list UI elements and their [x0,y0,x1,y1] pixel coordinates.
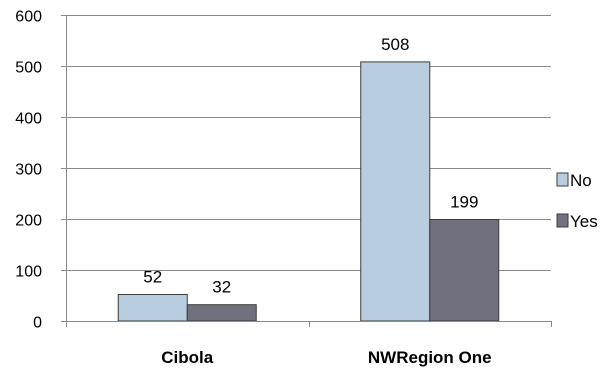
data-label: 32 [212,278,231,297]
legend: No Yes [556,171,598,231]
y-tick-label: 0 [33,315,42,332]
bar-no-cibola [117,293,188,322]
x-tick-label: NWRegion One [368,348,492,367]
y-tick-label: 600 [15,9,42,26]
data-labels: 52 32 508 199 [143,35,478,297]
bar-yes-nwregion-one [429,219,500,322]
y-tick-label: 200 [15,213,42,230]
y-tick-label: 400 [15,111,42,128]
y-tick-label: 500 [15,60,42,77]
legend-swatch-no [556,172,569,187]
bar-no-nwregion-one [360,61,431,322]
data-label: 508 [381,35,409,54]
data-label: 199 [450,193,478,212]
legend-label-no: No [570,171,592,190]
x-tick-label: Cibola [161,348,213,367]
axes: 0 100 200 300 400 500 600 Cibola NWRegion One [15,9,552,367]
bars [117,61,500,322]
y-tick-label: 100 [15,264,42,281]
legend-swatch-yes [556,213,569,228]
y-tick-label: 300 [15,162,42,179]
data-label: 52 [143,267,162,286]
bar-yes-cibola [186,304,257,322]
legend-label-yes: Yes [570,212,598,231]
